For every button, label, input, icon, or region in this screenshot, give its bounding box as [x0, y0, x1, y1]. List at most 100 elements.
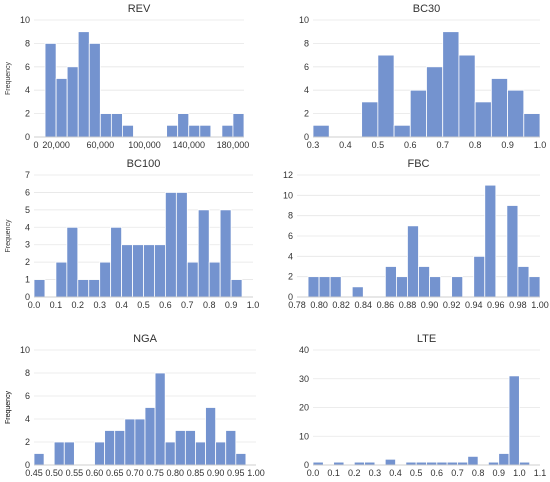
y-tick-label: 2 — [288, 272, 293, 282]
y-tick-label: 6 — [25, 62, 30, 72]
histogram-bar — [490, 78, 508, 138]
histogram-bar — [77, 31, 90, 138]
x-tick-label: 0.6 — [431, 468, 444, 478]
x-tick-label: 0.90 — [421, 300, 439, 310]
histogram-bar — [405, 461, 417, 466]
histogram-bar — [63, 441, 75, 466]
histogram-bar — [124, 418, 136, 466]
histogram-bar — [186, 261, 199, 298]
x-tick-label: 100,000 — [128, 140, 161, 150]
histogram-bar — [99, 261, 112, 298]
histogram-bar — [208, 261, 221, 298]
histogram-bar — [361, 101, 379, 138]
chart-title: BC30 — [413, 3, 441, 15]
x-tick-label: 0.82 — [332, 300, 350, 310]
x-tick-label: 0.0 — [28, 300, 41, 310]
x-tick-label: 0.4 — [389, 468, 402, 478]
x-tick-label: 0.6 — [404, 140, 417, 150]
histogram-bar — [219, 209, 232, 298]
x-tick-label: 0.96 — [487, 300, 505, 310]
histogram-bar — [154, 244, 166, 298]
x-tick-label: 0.70 — [126, 468, 144, 478]
y-tick-label: 0 — [25, 132, 30, 142]
histogram-bar — [429, 276, 441, 298]
y-tick-label: 10 — [20, 345, 30, 355]
y-tick-label: 2 — [25, 257, 30, 267]
y-tick-label: 8 — [25, 368, 30, 378]
histogram-bar — [132, 244, 144, 298]
histogram-bar — [221, 124, 234, 138]
histogram-bar — [517, 266, 530, 298]
x-tick-label: 0.65 — [106, 468, 124, 478]
x-tick-label: 0.78 — [288, 300, 306, 310]
histogram-bar — [154, 372, 166, 466]
histogram-bar — [312, 124, 330, 138]
chart-panel-rev: 0 2 4 6 8 10 20,000 60,000 100,000 140,000 180,000… — [5, 3, 249, 150]
histogram-bar — [55, 261, 68, 298]
histogram-bar — [333, 461, 345, 466]
chart-panel-bc30: 0 2 4 6 8 10 0.3 0.4 0.5 0.6 0.7 0.8 0.9 1.0 BC30 — [299, 3, 546, 150]
x-tick-label: 1.0 — [513, 468, 526, 478]
histogram-bar — [164, 441, 176, 466]
x-tick-label: 0.7 — [436, 140, 449, 150]
y-tick-label: 4 — [304, 85, 309, 95]
histogram-bar — [506, 205, 519, 298]
histogram-bar — [197, 209, 210, 298]
histogram-bar — [312, 461, 324, 466]
y-tick-label: 0 — [304, 132, 309, 142]
y-tick-label: 2 — [25, 437, 30, 447]
histogram-bar — [143, 244, 155, 298]
x-tick-label: 0.86 — [377, 300, 395, 310]
y-tick-label: 6 — [304, 62, 309, 72]
histogram-bar — [484, 184, 497, 298]
y-axis-label: Frequency — [5, 219, 12, 253]
y-tick-label: 4 — [288, 251, 293, 261]
chart-title: BC100 — [127, 158, 161, 170]
histogram-bar — [488, 461, 500, 466]
histogram-bar — [225, 430, 237, 466]
histogram-bar — [144, 407, 156, 466]
histogram-bar — [166, 124, 179, 138]
x-tick-label: 0.3 — [93, 300, 106, 310]
x-tick-label: 0.95 — [227, 468, 245, 478]
x-tick-label: 1.00 — [531, 300, 549, 310]
histogram-bar — [104, 430, 116, 466]
histogram-bar — [110, 226, 123, 298]
y-tick-label: 6 — [25, 187, 30, 197]
x-tick-label: 0.8 — [203, 300, 216, 310]
x-tick-label: 0.45 — [25, 468, 43, 478]
x-tick-label: 0.8 — [469, 140, 482, 150]
y-tick-label: 8 — [304, 38, 309, 48]
x-tick-label: 0.8 — [472, 468, 485, 478]
histogram-bar — [457, 461, 469, 466]
chart-title: NGA — [133, 333, 158, 345]
histogram-bar — [329, 276, 342, 298]
histogram-bar — [518, 461, 531, 466]
histogram-bar — [528, 276, 541, 298]
y-tick-label: 4 — [25, 222, 30, 232]
histogram-bar — [33, 279, 46, 298]
y-axis-label: Frequency — [5, 61, 12, 95]
y-tick-label: 5 — [25, 205, 30, 215]
histogram-bar — [467, 455, 479, 466]
histogram-bar — [77, 279, 90, 298]
histogram-bar — [364, 461, 376, 466]
x-tick-label: 140,000 — [172, 140, 205, 150]
y-tick-label: 10 — [283, 190, 293, 200]
y-tick-label: 7 — [25, 170, 30, 180]
chart-panel-fbc: 0 2 4 6 8 10 12 0.78 0.80 0.82 0.84 0.86 0.88 0.90 0.9… — [283, 158, 549, 310]
y-axis-label: Frequency — [5, 390, 12, 424]
histogram-bar — [232, 113, 245, 138]
x-tick-label: 0.9 — [492, 468, 505, 478]
x-tick-label: 0.90 — [207, 468, 225, 478]
y-tick-label: 4 — [25, 85, 30, 95]
y-tick-label: 30 — [299, 374, 309, 384]
histogram-bar — [418, 266, 430, 298]
x-tick-label: 0.6 — [159, 300, 172, 310]
chart-panel-bc100: 0 1 2 3 4 5 6 7 0.0 0.1 0.2 0.3 0.4 0.5 0.6 0.7 0.8 0.9 1.… — [5, 158, 259, 310]
histogram-bar — [114, 430, 126, 466]
y-tick-label: 8 — [25, 38, 30, 48]
histogram-bar — [44, 43, 57, 138]
x-tick-label: 0.80 — [167, 468, 185, 478]
